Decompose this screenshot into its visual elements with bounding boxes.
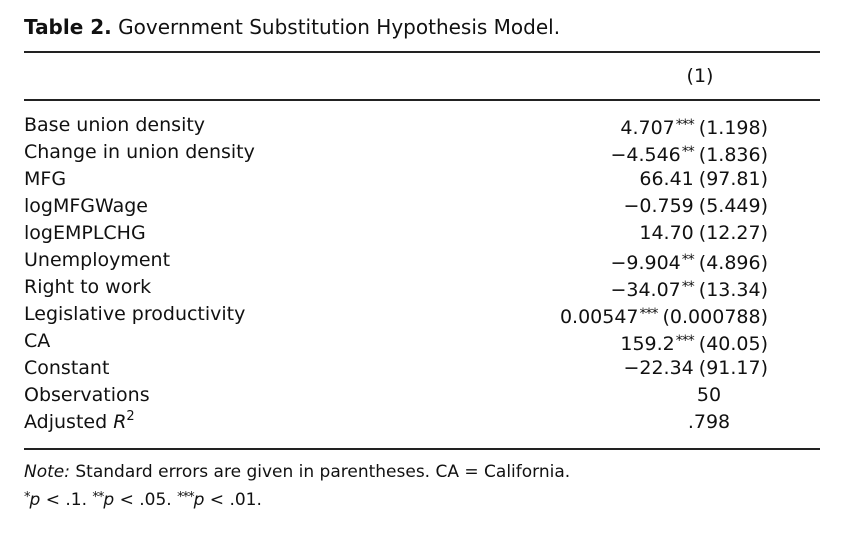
adjusted-r2-variable: R bbox=[113, 411, 127, 433]
row-value: −0.759 (5.449) bbox=[623, 193, 768, 220]
row-significance-stars: ** bbox=[681, 252, 695, 268]
table-body: Base union density 4.707*** (1.198) Change … bbox=[24, 112, 820, 436]
row-value: −34.07** (13.34) bbox=[610, 274, 768, 304]
observations-label: Observations bbox=[24, 384, 150, 406]
table-row: Legislative productivity 0.00547*** (0.000… bbox=[24, 301, 820, 328]
row-standard-error: (97.81) bbox=[698, 168, 768, 190]
row-variable-name: MFG bbox=[24, 168, 67, 190]
row-coefficient: −0.759 bbox=[623, 195, 694, 217]
row-standard-error: (5.449) bbox=[698, 195, 768, 217]
significance-stars: ** bbox=[92, 490, 104, 505]
row-standard-error: (12.27) bbox=[698, 222, 768, 244]
row-standard-error: (1.198) bbox=[698, 117, 768, 139]
row-variable-name: Legislative productivity bbox=[24, 303, 246, 325]
row-value: −9.904** (4.896) bbox=[610, 247, 768, 277]
adjusted-r2-prefix: Adjusted bbox=[24, 411, 114, 433]
table-caption: Table 2. Government Substitution Hypothe… bbox=[24, 14, 560, 40]
row-significance-stars: *** bbox=[639, 306, 659, 322]
row-value: 66.41 (97.81) bbox=[639, 166, 768, 193]
row-variable-name: CA bbox=[24, 330, 51, 352]
row-value: −4.546** (1.836) bbox=[610, 139, 768, 169]
row-variable-name: Base union density bbox=[24, 114, 206, 136]
table-caption-label: Table 2. bbox=[24, 15, 112, 39]
table-row: logEMPLCHG 14.70 (12.27) bbox=[24, 220, 820, 247]
row-significance-stars: ** bbox=[681, 144, 695, 160]
table-caption-title: Government Substitution Hypothesis Model… bbox=[118, 15, 561, 39]
table-row: MFG 66.41 (97.81) bbox=[24, 166, 820, 193]
row-value: −22.34 (91.17) bbox=[623, 355, 768, 382]
adjusted-r2-value: .798 bbox=[687, 411, 731, 433]
row-coefficient: 0.00547 bbox=[559, 306, 639, 328]
note-label: Note: bbox=[24, 462, 70, 482]
significance-threshold: < .01. bbox=[204, 490, 262, 510]
header-rule bbox=[24, 99, 820, 101]
table-row: Base union density 4.707*** (1.198) bbox=[24, 112, 820, 139]
row-variable-name: Change in union density bbox=[24, 141, 255, 163]
top-rule bbox=[24, 51, 820, 53]
row-coefficient: −9.904 bbox=[610, 252, 681, 274]
observations-value: 50 bbox=[696, 384, 722, 406]
table-row: logMFGWage −0.759 (5.449) bbox=[24, 193, 820, 220]
row-standard-error: (1.836) bbox=[698, 144, 768, 166]
row-significance-stars: *** bbox=[675, 117, 695, 133]
row-variable-name: Constant bbox=[24, 357, 110, 379]
table-row: Change in union density −4.546** (1.836) bbox=[24, 139, 820, 166]
table-row: CA 159.2*** (40.05) bbox=[24, 328, 820, 355]
row-coefficient: −4.546 bbox=[610, 144, 681, 166]
note-line: Note: Standard errors are given in paren… bbox=[24, 460, 570, 485]
table-notes: Note: Standard errors are given in paren… bbox=[24, 460, 570, 513]
table-row-observations: Observations 50 bbox=[24, 382, 820, 409]
column-header: (1) bbox=[686, 65, 714, 87]
row-variable-name: Unemployment bbox=[24, 249, 171, 271]
bottom-rule bbox=[24, 448, 820, 450]
row-standard-error: (4.896) bbox=[698, 252, 768, 274]
significance-line: *p < .1. **p < .05. ***p < .01. bbox=[24, 485, 570, 513]
significance-stars: *** bbox=[177, 490, 194, 505]
significance-p: p bbox=[103, 490, 115, 510]
row-coefficient: 159.2 bbox=[620, 333, 675, 355]
row-variable-name: logMFGWage bbox=[24, 195, 148, 217]
adjusted-r2-label: Adjusted R2 bbox=[24, 409, 135, 436]
table-row: Right to work −34.07** (13.34) bbox=[24, 274, 820, 301]
row-standard-error: (40.05) bbox=[698, 333, 768, 355]
table-row: Unemployment −9.904** (4.896) bbox=[24, 247, 820, 274]
row-standard-error: (13.34) bbox=[698, 279, 768, 301]
row-value: 0.00547*** (0.000788) bbox=[560, 301, 768, 331]
table-row-adjusted-r2: Adjusted R2 .798 bbox=[24, 409, 820, 436]
row-coefficient: −22.34 bbox=[623, 357, 694, 379]
significance-p: p bbox=[193, 490, 205, 510]
significance-p: p bbox=[29, 490, 41, 510]
row-significance-stars: *** bbox=[675, 333, 695, 349]
row-value: 159.2*** (40.05) bbox=[620, 328, 768, 358]
row-coefficient: 4.707 bbox=[620, 117, 675, 139]
row-coefficient: 66.41 bbox=[639, 168, 694, 190]
significance-threshold: < .05. bbox=[114, 490, 178, 510]
row-value: 4.707*** (1.198) bbox=[620, 112, 768, 142]
significance-threshold: < .1. bbox=[40, 490, 93, 510]
row-standard-error: (91.17) bbox=[698, 357, 768, 379]
table-row: Constant −22.34 (91.17) bbox=[24, 355, 820, 382]
row-coefficient: −34.07 bbox=[610, 279, 681, 301]
row-coefficient: 14.70 bbox=[639, 222, 694, 244]
significance-stars: * bbox=[24, 490, 30, 505]
row-significance-stars: ** bbox=[681, 279, 695, 295]
note-text: Standard errors are given in parentheses… bbox=[69, 462, 571, 482]
row-variable-name: logEMPLCHG bbox=[24, 222, 146, 244]
adjusted-r2-superscript: 2 bbox=[126, 409, 135, 424]
row-value: 14.70 (12.27) bbox=[639, 220, 768, 247]
row-standard-error: (0.000788) bbox=[662, 306, 768, 328]
row-variable-name: Right to work bbox=[24, 276, 152, 298]
